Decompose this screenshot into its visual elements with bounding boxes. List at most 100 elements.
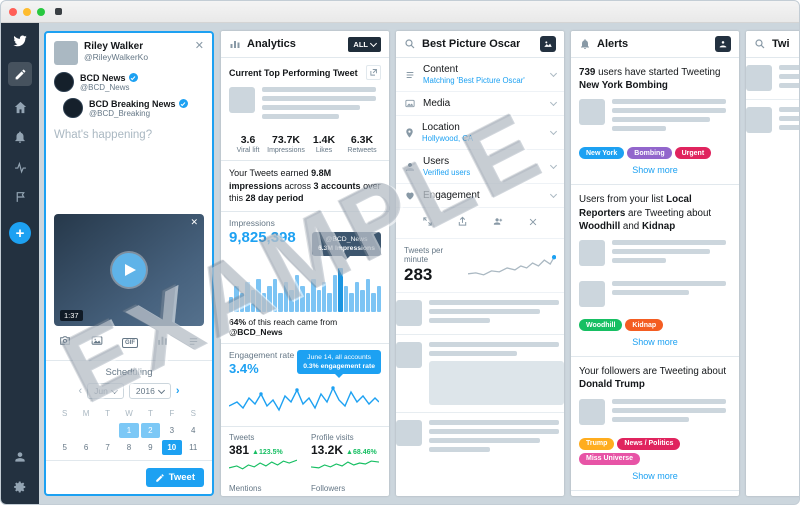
filter-row-users[interactable]: Users Verified users	[396, 150, 564, 184]
expand-icon[interactable]	[422, 214, 433, 232]
tweet-text-input[interactable]: What's happening?	[54, 129, 153, 141]
nav-sidebar: +	[1, 23, 39, 504]
calendar-weekday: F	[169, 409, 175, 418]
calendar-day[interactable]: 4	[191, 426, 196, 435]
calendar-day[interactable]: 11	[189, 443, 198, 452]
notifications-button[interactable]	[10, 128, 30, 146]
alert-group: 739 users have started Tweeting New York…	[571, 58, 739, 186]
month-select[interactable]: Jun	[87, 383, 124, 399]
poll-icon[interactable]	[156, 334, 169, 352]
impressions-bar	[272, 278, 278, 312]
video-duration: 1:37	[60, 310, 83, 321]
calendar-day[interactable]: 7	[105, 443, 110, 452]
calendar-day[interactable]: 5	[62, 443, 67, 452]
tweet-placeholder[interactable]	[746, 100, 799, 141]
play-button[interactable]	[112, 253, 146, 287]
gif-icon[interactable]: GIF	[122, 338, 138, 348]
show-more-link[interactable]: Show more	[632, 165, 678, 176]
tweet-placeholder[interactable]	[579, 274, 731, 314]
tweet-placeholder[interactable]	[579, 92, 731, 142]
alert-tag[interactable]: Woodhill	[579, 319, 623, 332]
calendar-day[interactable]: 8	[126, 443, 132, 452]
calendar-day[interactable]: 3	[169, 426, 175, 435]
show-more-link[interactable]: Show more	[632, 470, 678, 481]
alert-tag[interactable]: Urgent	[674, 147, 712, 160]
alert-tag[interactable]: Kidnap	[625, 319, 664, 332]
column-avatar[interactable]	[715, 36, 731, 52]
tooltip-line: June 14, all accounts	[307, 353, 372, 361]
column-avatar[interactable]	[540, 36, 556, 52]
tweet-placeholder[interactable]	[579, 233, 731, 274]
add-image-icon[interactable]	[90, 334, 104, 352]
zoom-window-button[interactable]	[37, 7, 45, 16]
alert-tag[interactable]: Bombing	[627, 147, 672, 160]
add-user-icon[interactable]	[492, 214, 504, 232]
prev-month-button[interactable]: ‹	[78, 384, 83, 397]
metrics-grid: Tweets 381 ▲123.5% Profile visits 13.2K ▲6…	[228, 433, 381, 496]
analytics-body: Current Top Performing Tweet 3.6 Viral li…	[221, 58, 389, 496]
avatar-placeholder	[746, 107, 772, 133]
alert-tag[interactable]: Miss Universe	[579, 452, 641, 465]
impressions-bar	[332, 275, 338, 312]
impressions-label: Impressions	[229, 217, 275, 228]
camera-icon[interactable]	[58, 334, 72, 352]
alert-text: Users from your list Local Reporters are…	[579, 194, 712, 232]
account-item[interactable]: BCD Breaking News @BCD_Breaking	[46, 95, 212, 121]
top-tweet-preview[interactable]	[229, 80, 381, 130]
settings-button[interactable]	[10, 478, 30, 496]
next-month-button[interactable]: ›	[175, 384, 180, 397]
avatar-placeholder	[229, 87, 255, 113]
activity-button[interactable]	[10, 158, 30, 176]
alert-tag[interactable]: Trump	[579, 437, 615, 450]
remove-media-icon[interactable]: ✕	[190, 217, 198, 227]
engagement-section: Engagement rate 3.4% June 14, all accoun…	[229, 349, 381, 420]
alert-tag[interactable]: New York	[579, 147, 625, 160]
share-icon[interactable]	[457, 214, 468, 232]
filter-row-content[interactable]: Content Matching 'Best Picture Oscar'	[396, 58, 564, 92]
compose-button[interactable]	[8, 62, 32, 86]
calendar-day[interactable]: 10	[162, 440, 182, 455]
profile-button[interactable]	[10, 448, 30, 466]
text-placeholder	[429, 300, 564, 327]
minimize-window-button[interactable]	[23, 7, 31, 16]
filter-row-location[interactable]: Location Hollywood, CA	[396, 116, 564, 150]
scope-label: ALL	[353, 39, 368, 49]
tweet-button[interactable]: Tweet	[145, 468, 204, 487]
tweet-placeholder[interactable]	[396, 293, 564, 334]
divider	[396, 334, 564, 335]
impressions-value: 9,825,398	[229, 228, 296, 246]
tweet-placeholder[interactable]	[579, 392, 731, 433]
account-scope-dropdown[interactable]: ALL	[348, 36, 381, 52]
calendar-day[interactable]: 9	[148, 443, 153, 452]
metric-label: Followers	[311, 483, 346, 493]
home-button[interactable]	[10, 98, 30, 116]
account-avatar	[54, 72, 74, 92]
close-compose-icon[interactable]: ✕	[194, 40, 204, 52]
dismiss-icon[interactable]	[528, 214, 538, 232]
user-name: Riley Walker	[84, 41, 144, 52]
alert-tag[interactable]: News / Politics	[617, 437, 681, 450]
close-window-button[interactable]	[9, 7, 17, 16]
open-external-icon[interactable]	[366, 65, 381, 80]
calendar-day[interactable]: 1	[119, 423, 139, 438]
filter-row-media[interactable]: Media	[396, 92, 564, 116]
filter-row-engagement[interactable]: Engagement	[396, 184, 564, 208]
stat-label: Likes	[315, 147, 333, 154]
flags-button[interactable]	[10, 188, 30, 206]
year-select[interactable]: 2016	[128, 383, 171, 399]
filter-label: Content	[423, 64, 459, 75]
impressions-summary: Your Tweets earned 9.8M impressions acro…	[229, 168, 381, 204]
impressions-bar	[261, 293, 267, 312]
search-icon	[404, 38, 416, 50]
calendar-day[interactable]: 6	[83, 443, 89, 452]
text-placeholder	[612, 99, 731, 135]
calendar-day[interactable]: 2	[140, 423, 161, 438]
tweet-placeholder[interactable]	[396, 335, 564, 412]
tweet-placeholder[interactable]	[396, 413, 564, 463]
tweet-placeholder[interactable]	[746, 58, 799, 99]
show-more-link[interactable]: Show more	[632, 337, 678, 348]
bar-chart-icon	[229, 38, 241, 50]
list-icon[interactable]	[187, 334, 200, 352]
add-column-button[interactable]: +	[9, 222, 31, 244]
account-item[interactable]: BCD News @BCD_News	[46, 69, 212, 95]
